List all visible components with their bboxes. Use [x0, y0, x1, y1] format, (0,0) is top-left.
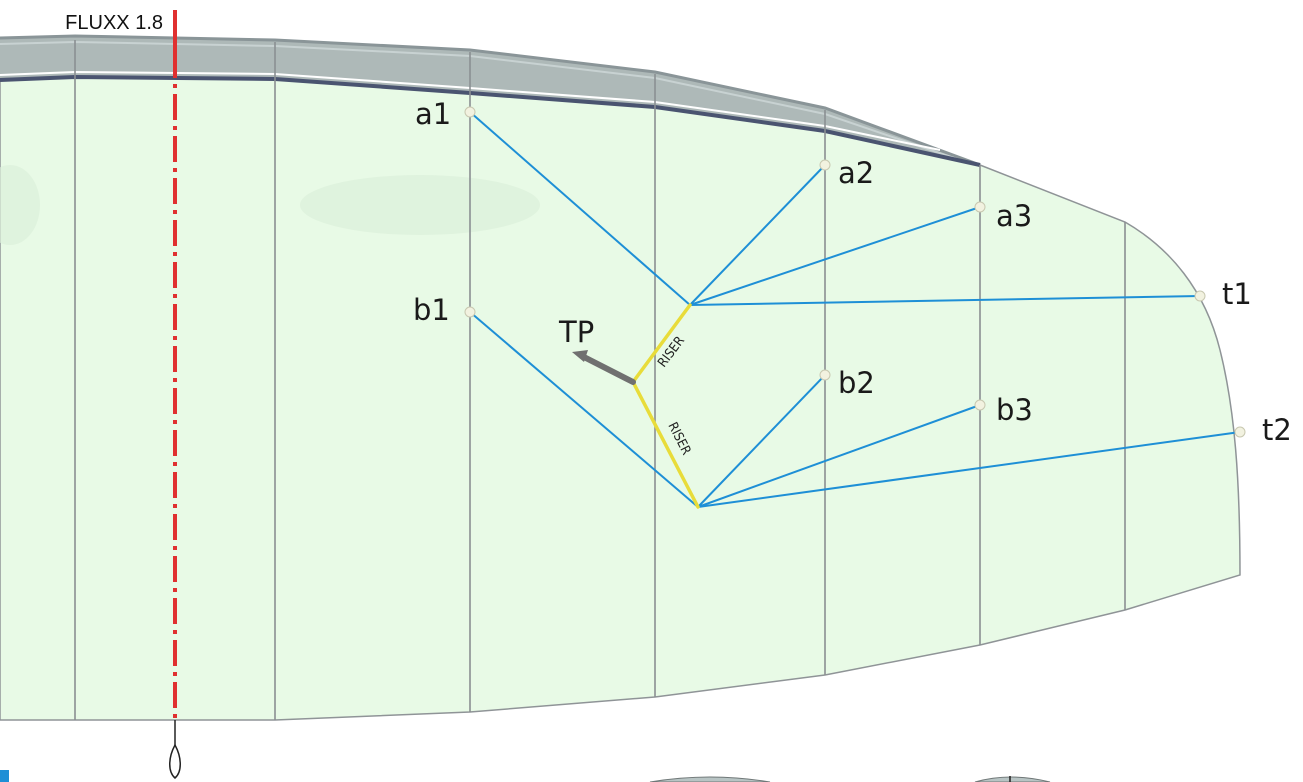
ribs: [74, 40, 1126, 720]
bridle-line-b2: [697, 374, 826, 508]
bridle-line-a2: [689, 164, 826, 306]
bridle-line-b1: [469, 311, 699, 508]
corner-marker: [0, 770, 9, 782]
label-b3: b3: [996, 393, 1033, 427]
riser-upper: [631, 303, 692, 384]
point-b1: [464, 306, 476, 318]
point-b2: [819, 369, 831, 381]
point-a3: [974, 201, 986, 213]
point-a2: [819, 159, 831, 171]
bridle-line-t2: [697, 431, 1241, 508]
risers: [631, 303, 700, 509]
bridle-line-a3: [689, 206, 981, 306]
bridle-line-t1: [689, 295, 1201, 306]
canopy-shading: [300, 175, 540, 235]
label-b2: b2: [838, 366, 875, 400]
leading-edge-top: [0, 34, 981, 167]
label-t1: t1: [1222, 277, 1252, 311]
point-t1: [1194, 290, 1206, 302]
diagram-title: FLUXX 1.8: [65, 12, 163, 34]
point-b3: [974, 399, 986, 411]
point-a1: [464, 106, 476, 118]
bridle-line-b3: [697, 404, 981, 508]
canopy-shading: [0, 165, 40, 245]
riser-lower: [631, 380, 700, 509]
attachment-points: [464, 106, 1246, 438]
tow-point-arrow: [579, 353, 636, 385]
partial-shape-right: [974, 776, 1051, 782]
label-a3: a3: [996, 199, 1032, 233]
point-t2: [1234, 426, 1246, 438]
bridle-lines: [469, 111, 1241, 508]
tow-point-arrowhead: [572, 350, 588, 362]
label-t2: t2: [1262, 413, 1292, 447]
label-b1: b1: [413, 293, 450, 327]
bridle-line-a1: [469, 111, 691, 306]
tail-loop: [169, 743, 181, 779]
partial-shape-left: [649, 776, 771, 782]
label-a2: a2: [838, 156, 874, 190]
leading-edge-band: [0, 36, 980, 165]
label-tow-point: TP: [558, 315, 594, 349]
canopy-body: [0, 75, 1241, 721]
label-a1: a1: [415, 97, 451, 131]
